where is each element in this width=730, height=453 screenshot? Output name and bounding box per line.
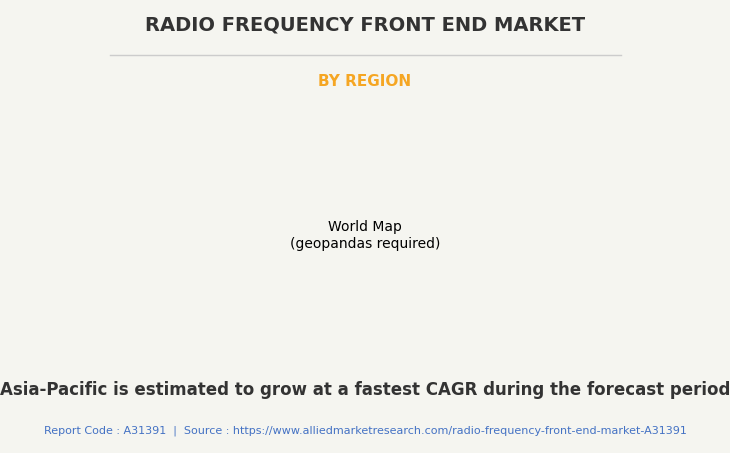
Text: World Map
(geopandas required): World Map (geopandas required)	[290, 221, 440, 251]
Text: Asia-Pacific is estimated to grow at a fastest CAGR during the forecast period: Asia-Pacific is estimated to grow at a f…	[0, 381, 730, 399]
Text: Report Code : A31391  |  Source : https://www.alliedmarketresearch.com/radio-fre: Report Code : A31391 | Source : https://…	[44, 425, 686, 436]
Text: BY REGION: BY REGION	[318, 74, 412, 89]
Text: RADIO FREQUENCY FRONT END MARKET: RADIO FREQUENCY FRONT END MARKET	[145, 15, 585, 34]
